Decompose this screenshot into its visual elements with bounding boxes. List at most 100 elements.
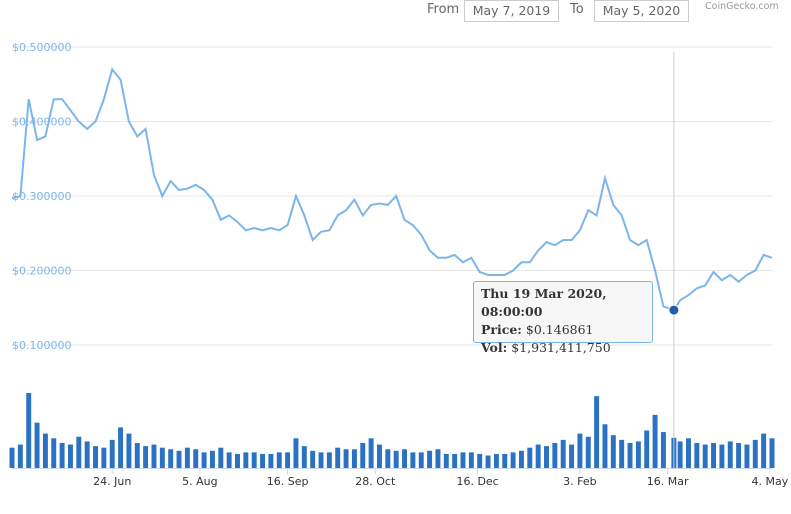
volume-bar	[42, 433, 48, 468]
volume-bar	[218, 447, 224, 468]
credit: CoinGecko.com	[705, 1, 779, 12]
volume-bar	[686, 438, 691, 468]
tooltip-vol: Vol: $1,931,411,750	[481, 339, 645, 357]
volume-bar	[535, 444, 541, 468]
tooltip-price-label: Price:	[481, 322, 522, 337]
volume-bar	[276, 452, 282, 468]
volume-bar	[677, 441, 683, 468]
volume-bar	[744, 444, 750, 468]
tooltip-vol-value: $1,931,411,750	[511, 340, 611, 355]
volume-bar	[560, 439, 566, 468]
volume-bar	[502, 453, 508, 468]
volume-bar	[59, 443, 65, 468]
x-tick-label: 16. Dec	[456, 475, 498, 488]
volume-bar	[134, 443, 140, 468]
volume-bar	[702, 444, 708, 468]
volume-bar	[610, 435, 616, 468]
volume-bar	[301, 446, 307, 468]
volume-bar	[176, 450, 182, 468]
volume-bar	[761, 433, 767, 468]
volume-bar	[769, 438, 775, 468]
x-tick-label: 16. Sep	[267, 475, 309, 488]
volume-bar	[235, 453, 240, 468]
volume-bar	[644, 430, 650, 468]
volume-bar	[385, 449, 391, 468]
x-tick-label: 28. Oct	[355, 475, 396, 488]
volume-bar	[17, 444, 23, 468]
volume-bar	[251, 452, 257, 468]
volume-bar	[159, 447, 165, 468]
volume-bar	[67, 444, 73, 468]
volume-bar	[368, 438, 374, 468]
hover-marker	[668, 304, 680, 316]
volume-bar	[151, 444, 157, 468]
x-tick-label: 5. Aug	[182, 475, 217, 488]
volume-bar	[635, 441, 641, 468]
volume-bar	[126, 433, 132, 468]
volume-bar	[376, 444, 382, 468]
volume-bar	[418, 452, 424, 468]
tooltip: Thu 19 Mar 2020, 08:00:00 Price: $0.1468…	[473, 281, 653, 355]
volume-bar	[109, 439, 115, 468]
volume-bar	[736, 443, 742, 468]
volume-bar	[452, 453, 458, 468]
volume-bar	[76, 436, 82, 468]
volume-bar	[226, 452, 232, 468]
volume-bar	[143, 446, 149, 468]
to-date-input[interactable]: May 5, 2020	[594, 0, 689, 22]
volume-bar	[393, 450, 399, 468]
volume-bar	[660, 432, 666, 468]
volume-bar	[527, 447, 533, 468]
volume-bar	[26, 393, 32, 468]
volume-bar	[410, 452, 416, 468]
volume-bar	[652, 414, 658, 468]
to-label: To	[570, 2, 584, 17]
volume-bar	[602, 424, 608, 468]
volume-bar	[9, 447, 15, 468]
volume-bar	[493, 453, 499, 468]
tooltip-price-value: $0.146861	[525, 322, 594, 337]
volume-bar	[201, 452, 207, 468]
volume-bar	[427, 450, 433, 468]
volume-bar	[268, 453, 274, 468]
volume-bar	[101, 447, 107, 468]
volume-bar	[460, 452, 466, 468]
y-tick-label: $0.200000	[12, 265, 72, 278]
volume-bar	[402, 449, 408, 468]
volume-bar	[84, 441, 90, 468]
volume-bar	[719, 444, 725, 468]
volume-bar	[34, 422, 40, 468]
from-label: From	[427, 2, 460, 17]
volume-bar	[260, 453, 266, 468]
y-tick-label: $0.500000	[12, 41, 72, 54]
volume-bar	[243, 452, 249, 468]
volume-bar	[285, 452, 291, 468]
volume-bar	[585, 436, 591, 468]
volume-bar	[351, 449, 357, 468]
x-tick-label: 4. May	[752, 475, 789, 488]
volume-bar	[694, 443, 700, 468]
x-tick-label: 24. Jun	[93, 475, 131, 488]
volume-bar	[51, 438, 57, 468]
volume-bar	[619, 439, 625, 468]
volume-bar	[168, 449, 174, 468]
volume-bar	[360, 443, 366, 468]
volume-bar	[544, 446, 549, 468]
volume-bar	[468, 452, 474, 468]
volume-bar	[577, 433, 583, 468]
volume-bar	[727, 441, 733, 468]
volume-bar	[485, 455, 491, 468]
volume-bar	[569, 444, 575, 468]
volume-bar	[93, 446, 98, 468]
from-date-input[interactable]: May 7, 2019	[464, 0, 559, 22]
x-tick-label: 3. Feb	[563, 475, 596, 488]
volume-bar	[193, 449, 199, 468]
volume-bar	[477, 453, 483, 468]
volume-bar	[552, 443, 558, 468]
volume-bar	[518, 450, 524, 468]
y-tick-label: $0.400000	[12, 116, 72, 129]
volume-bar	[184, 447, 190, 468]
volume-bar	[293, 438, 299, 468]
tooltip-price: Price: $0.146861	[481, 321, 645, 339]
